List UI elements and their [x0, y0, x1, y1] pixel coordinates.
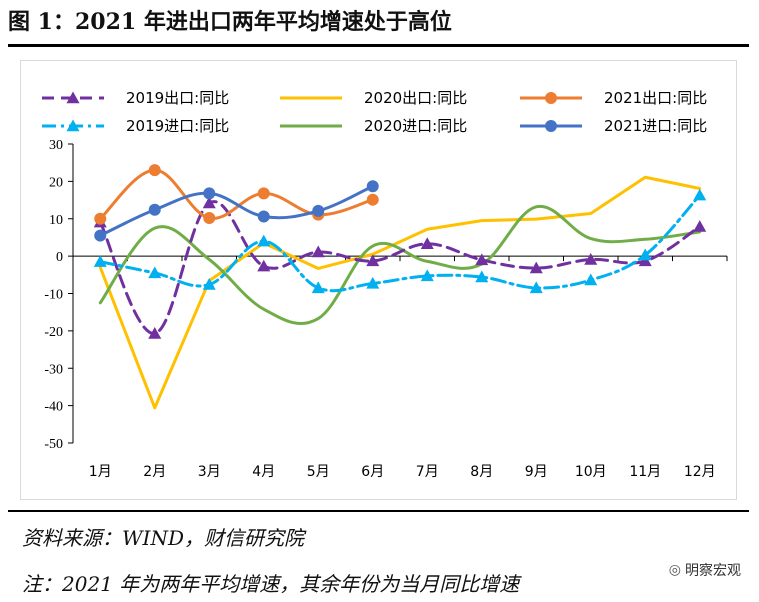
series-line	[98, 204, 702, 325]
series-2	[98, 175, 702, 410]
y-tick-label: -50	[44, 437, 63, 452]
figure-title: 图 1：2021 年进出口两年平均增速处于高位	[8, 9, 452, 35]
data-point	[420, 269, 434, 282]
x-tick-label: 5月	[307, 464, 330, 480]
y-tick-label: 30	[49, 138, 63, 153]
data-point	[366, 193, 379, 206]
data-point	[203, 187, 216, 200]
data-point	[203, 212, 216, 225]
legend-item: 2019进口:同比	[42, 117, 229, 135]
legend-item: 2020出口:同比	[280, 89, 467, 107]
series-line	[98, 168, 375, 221]
series-line	[98, 175, 702, 410]
data-point	[529, 261, 543, 274]
data-point	[257, 187, 270, 200]
x-tick-label: 11月	[629, 464, 661, 480]
data-point	[257, 259, 271, 272]
data-point	[94, 229, 107, 242]
line-chart: 30 20 10 0 -10 -20 -30 -40 -50 1月 2月 3月 4月 5月 6月 7月 8月 9月…	[42, 89, 728, 480]
source-note: 资料来源：WIND，财信研究院	[22, 526, 304, 550]
x-tick-label: 1月	[89, 464, 112, 480]
data-point	[202, 196, 216, 209]
data-point	[638, 248, 652, 261]
x-tick-label: 10月	[575, 464, 607, 480]
watermark-label: 明察宏观	[685, 563, 741, 579]
data-point	[420, 237, 434, 249]
chart-area	[20, 60, 737, 500]
data-point	[366, 276, 380, 289]
legend-label: 2021出口:同比	[604, 89, 707, 107]
data-point	[638, 254, 652, 267]
data-point	[475, 253, 489, 266]
legend-marker	[545, 120, 557, 132]
legend-marker	[66, 119, 80, 132]
data-point	[148, 266, 162, 279]
data-point	[148, 326, 162, 339]
x-tick-label: 4月	[252, 464, 275, 480]
data-point	[257, 210, 270, 223]
y-tick-label: -20	[44, 325, 63, 340]
x-tick-label: 9月	[525, 464, 548, 480]
x-tick-label: 2月	[143, 464, 166, 480]
x-tick-label: 7月	[416, 464, 439, 480]
data-point	[475, 270, 489, 283]
legend-label: 2020进口:同比	[364, 117, 467, 135]
series-6	[94, 180, 379, 242]
series-1	[93, 196, 707, 339]
x-tick-label: 12月	[684, 464, 716, 480]
data-point	[311, 281, 325, 294]
legend-marker	[66, 91, 80, 104]
data-point	[148, 164, 161, 177]
wechat-icon: ◎	[668, 562, 681, 578]
data-point	[366, 180, 379, 193]
data-point	[202, 278, 216, 290]
data-point	[312, 204, 325, 217]
legend-label: 2021进口:同比	[604, 117, 707, 135]
data-point	[529, 281, 543, 294]
data-point	[584, 252, 598, 265]
legend-label: 2019出口:同比	[126, 89, 229, 107]
data-point	[366, 254, 380, 267]
x-tick-label: 8月	[470, 464, 493, 480]
legend-item: 2021出口:同比	[520, 89, 707, 107]
legend-item: 2019出口:同比	[42, 89, 229, 107]
series-5	[98, 204, 702, 325]
y-tick-label: 20	[49, 175, 63, 190]
series-4	[93, 188, 707, 294]
legend-item: 2021进口:同比	[520, 117, 707, 135]
data-point	[93, 255, 107, 267]
data-point	[94, 212, 107, 225]
y-tick-label: -30	[44, 362, 63, 377]
data-point	[257, 234, 271, 247]
legend-marker	[545, 92, 557, 104]
y-tick-label: 10	[49, 213, 63, 228]
data-point	[693, 188, 707, 201]
footnote: 注：2021 年为两年平均增速，其余年份为当月同比增速	[22, 572, 520, 596]
y-tick-label: -10	[44, 288, 63, 303]
bottom-divider	[8, 510, 749, 512]
data-point	[148, 203, 161, 216]
data-point	[584, 273, 598, 286]
legend-item: 2020进口:同比	[280, 117, 467, 135]
legend-label: 2020出口:同比	[364, 89, 467, 107]
data-point	[693, 220, 707, 232]
series-line	[98, 200, 702, 335]
y-tick-label: -40	[44, 400, 63, 415]
x-tick-label: 6月	[361, 464, 384, 480]
data-point	[311, 245, 325, 258]
y-tick-label: 0	[56, 250, 63, 265]
series-3	[94, 164, 379, 225]
x-tick-label: 3月	[198, 464, 221, 480]
legend-label: 2019进口:同比	[126, 117, 229, 135]
top-divider	[8, 44, 749, 47]
watermark: ◎ 明察宏观	[669, 560, 741, 580]
